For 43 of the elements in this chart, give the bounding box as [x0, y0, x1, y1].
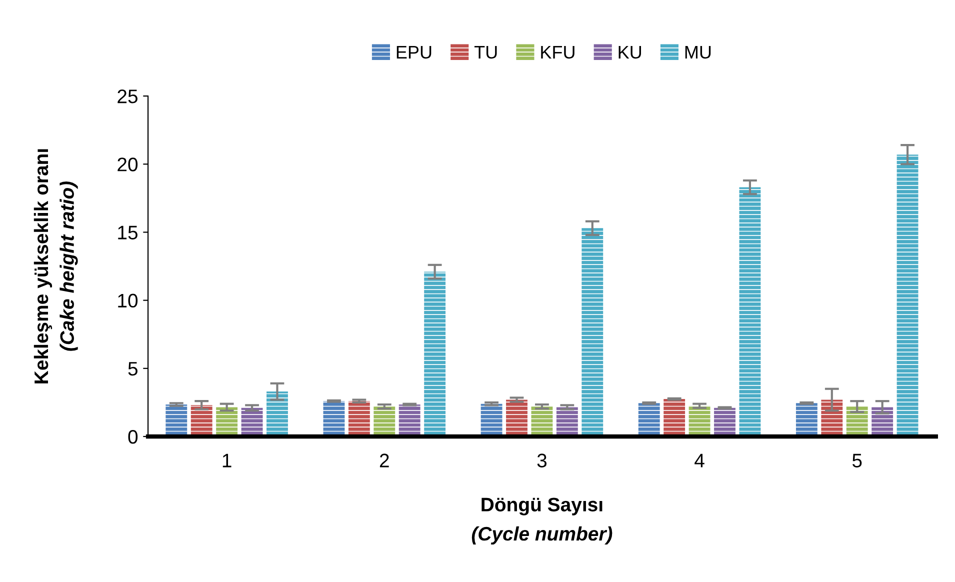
x-axis-title: Döngü Sayısı (Cycle number): [472, 498, 612, 545]
x-tick-label: 5: [852, 454, 862, 468]
bar: [266, 392, 288, 436]
bar: [796, 403, 818, 436]
bar: [688, 406, 710, 436]
bar: [714, 408, 736, 436]
bar: [241, 408, 263, 436]
bar: [896, 154, 918, 436]
bar: [531, 406, 553, 436]
y-axis-title: Kekleşme yükseklik oranı (Cake height ratio): [34, 149, 78, 384]
bar: [846, 406, 868, 436]
x-tick-label: 2: [380, 454, 389, 468]
bar: [664, 399, 686, 436]
x-tick-label: 1: [222, 454, 232, 468]
y-tick-label: 0: [128, 430, 138, 444]
bar: [323, 401, 345, 436]
y-tick-label: 5: [128, 362, 138, 376]
y-tick-label: 10: [118, 294, 138, 308]
bar: [821, 400, 843, 436]
bar: [166, 404, 188, 436]
legend-label: KU: [618, 46, 641, 59]
bar: [506, 400, 528, 436]
bar: [398, 404, 420, 436]
bar: [424, 272, 446, 436]
x-tick-label: 4: [694, 454, 704, 468]
bar: [739, 187, 761, 436]
bar: [480, 404, 502, 436]
y-tick-label: 25: [118, 90, 138, 104]
y-tick-label: 20: [118, 158, 138, 172]
bar: [872, 407, 894, 436]
legend-label: EPU: [396, 46, 432, 59]
bar: [348, 401, 370, 436]
bar: [374, 406, 396, 436]
x-tick-label: 3: [537, 454, 547, 468]
bar: [216, 407, 238, 436]
legend-label: TU: [474, 46, 497, 59]
legend-label: KFU: [541, 46, 574, 59]
bar: [582, 228, 604, 436]
bar: [638, 403, 660, 436]
bar: [556, 407, 578, 436]
bar: [190, 405, 212, 436]
legend-label: MU: [685, 46, 711, 59]
y-tick-label: 15: [118, 226, 138, 240]
